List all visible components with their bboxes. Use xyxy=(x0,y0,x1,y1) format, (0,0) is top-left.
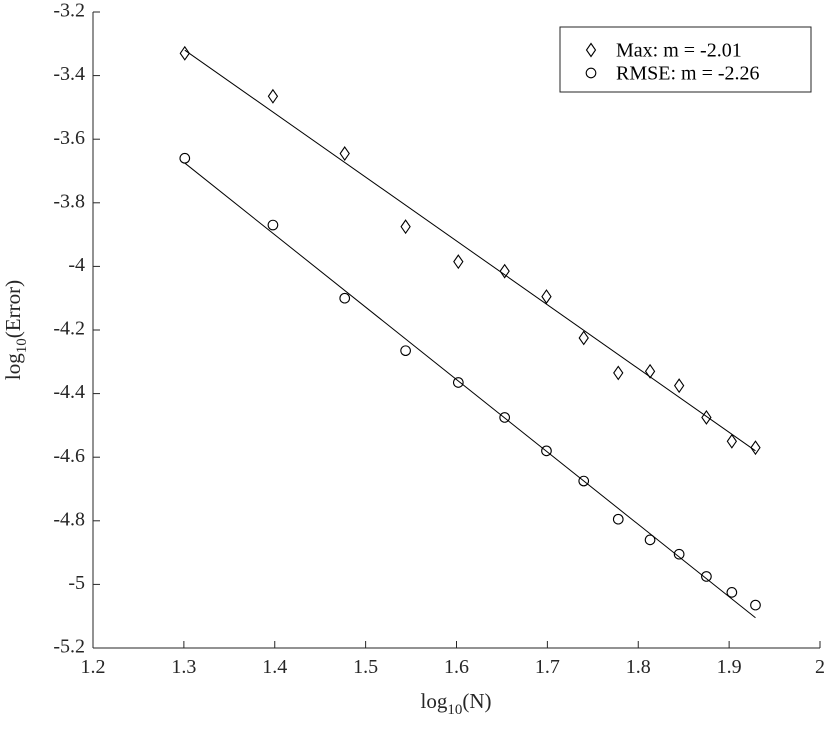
plot-area xyxy=(93,12,820,648)
data-point-max xyxy=(644,363,656,379)
data-point-max xyxy=(726,433,738,449)
y-axis-label: log10(Error) xyxy=(1,280,30,380)
data-point-rmse xyxy=(701,571,712,582)
y-tick-label: -4.2 xyxy=(53,318,85,340)
legend: Max: m = -2.01 RMSE: m = -2.26 xyxy=(559,26,812,93)
data-point-rmse xyxy=(339,292,351,304)
x-axis-label-subscript: 10 xyxy=(447,702,462,718)
y-tick-label: -4.8 xyxy=(53,508,85,530)
legend-label-max: Max: m = -2.01 xyxy=(616,40,742,62)
data-point-rmse xyxy=(578,475,590,487)
data-point-max xyxy=(578,330,589,346)
data-point-rmse xyxy=(452,377,464,388)
data-point-max xyxy=(701,409,712,425)
x-axis-label-base: log xyxy=(421,689,448,713)
data-point-max xyxy=(267,88,279,104)
x-axis-label: log10(N) xyxy=(421,689,492,718)
legend-marker-diamond xyxy=(585,42,597,58)
data-point-max xyxy=(673,378,685,394)
x-tick-label: 1.8 xyxy=(626,656,651,678)
x-tick-label: 1.4 xyxy=(262,656,287,678)
y-axis-label-base: log xyxy=(1,353,25,380)
x-tick-label: 1.9 xyxy=(717,656,742,678)
fit-line-rmse xyxy=(184,162,756,619)
y-tick-label: -5 xyxy=(68,572,85,594)
data-point-max xyxy=(400,219,411,235)
y-tick-label: -5.2 xyxy=(53,636,85,658)
x-tick-label: 1.5 xyxy=(353,656,378,678)
x-tick-label: 2 xyxy=(815,656,825,678)
x-ticks: 1.2 1.3 1.4 1.5 1.6 1.7 1.8 1.9 2 xyxy=(81,641,825,678)
y-tick-label: -4.6 xyxy=(53,445,85,467)
y-tick-label: -3.2 xyxy=(53,0,85,22)
data-point-rmse xyxy=(267,219,279,231)
x-tick-label: 1.7 xyxy=(535,656,560,678)
y-ticks: -3.2 -3.4 -3.6 -3.8 -4 -4.2 -4.4 -4.6 -4.8 -5 -5.2 xyxy=(53,0,100,658)
y-axis-label-rest: (Error) xyxy=(1,280,25,338)
data-point-rmse xyxy=(541,445,552,457)
y-tick-label: -4 xyxy=(68,254,85,276)
y-tick-label: -4.4 xyxy=(53,381,85,403)
data-point-rmse xyxy=(644,534,656,546)
x-tick-label: 1.6 xyxy=(444,656,469,678)
legend-circle-icon xyxy=(585,67,597,79)
x-tick-label: 1.3 xyxy=(171,656,196,678)
data-point-rmse xyxy=(726,586,738,598)
fit-lines xyxy=(184,49,756,619)
x-tick-label: 1.2 xyxy=(81,656,106,678)
y-tick-label: -3.4 xyxy=(53,63,85,85)
legend-box xyxy=(559,26,812,93)
data-markers xyxy=(179,45,761,611)
y-tick-label: -3.6 xyxy=(53,127,85,149)
data-point-max xyxy=(339,146,350,161)
data-point-rmse xyxy=(612,513,624,525)
legend-marker-circle xyxy=(585,67,597,79)
data-point-max xyxy=(179,45,190,61)
data-point-rmse xyxy=(750,599,761,611)
data-point-rmse xyxy=(400,345,411,357)
x-axis-label-rest: (N) xyxy=(462,689,491,713)
data-point-rmse xyxy=(499,412,511,423)
data-point-rmse xyxy=(673,548,685,560)
data-point-max xyxy=(453,254,464,270)
data-point-max xyxy=(499,263,510,279)
legend-label-rmse: RMSE: m = -2.26 xyxy=(616,63,760,85)
y-tick-label: -3.8 xyxy=(53,190,85,212)
y-axis-label-subscript: 10 xyxy=(14,338,30,353)
data-point-rmse xyxy=(179,152,191,164)
legend-diamond-icon xyxy=(585,42,597,58)
data-point-max xyxy=(613,365,624,381)
fit-line-max xyxy=(184,49,756,452)
data-point-max xyxy=(541,289,552,305)
data-point-max xyxy=(750,440,761,456)
